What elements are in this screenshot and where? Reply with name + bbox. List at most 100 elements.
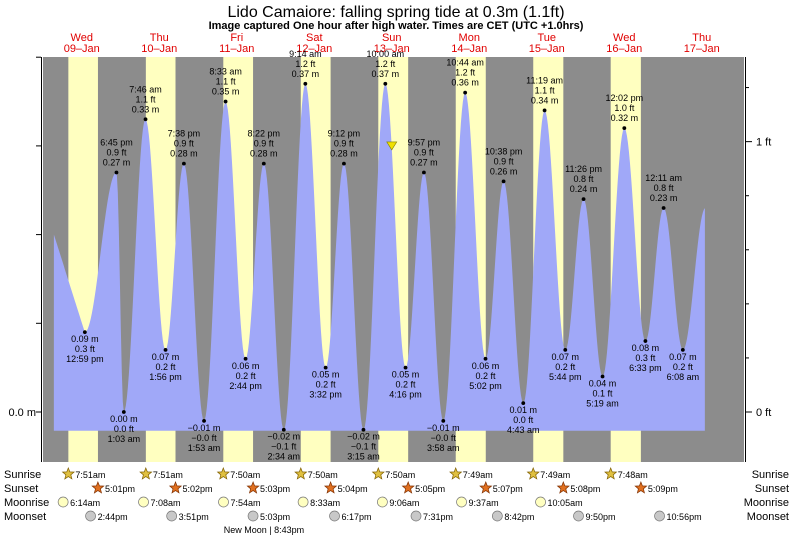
extreme-label: 4:16 pm	[389, 390, 422, 400]
extreme-point	[143, 117, 148, 122]
extreme-label: 0.33 m	[132, 104, 160, 114]
sunset-row-label-left: Sunset	[4, 483, 38, 495]
extreme-label: −0.01 m	[427, 423, 460, 433]
day-name: Sat	[306, 32, 323, 44]
extreme-label: 11:19 am	[526, 75, 563, 85]
moonset-time: 2:44pm	[98, 512, 128, 522]
extreme-label: 0.2 ft	[396, 380, 417, 390]
extreme-label: 0.2 ft	[673, 362, 694, 372]
sun-icon	[91, 481, 105, 494]
moonrise-time: 10:05am	[548, 498, 583, 508]
extreme-label: 1:56 pm	[149, 372, 182, 382]
moonrise-time: 9:37am	[469, 498, 499, 508]
day-date: 16–Jan	[606, 43, 642, 55]
extreme-point	[463, 90, 468, 95]
day-name: Fri	[230, 32, 243, 44]
extreme-point	[501, 179, 506, 184]
extreme-label: 0.1 ft	[593, 389, 614, 399]
moon-icon	[573, 510, 584, 522]
extreme-label: 1.0 ft	[614, 103, 635, 113]
extreme-label: 3:58 am	[427, 443, 460, 453]
sun-icon	[401, 481, 415, 494]
extreme-point	[342, 161, 346, 166]
moonrise-time: 9:06am	[389, 498, 419, 508]
extreme-label: 0.35 m	[212, 87, 240, 97]
day-date: 09–Jan	[64, 43, 100, 55]
extreme-label: 0.2 ft	[555, 362, 576, 372]
moonset-time: 5:03pm	[260, 512, 290, 522]
sun-icon	[294, 467, 308, 480]
day-headers: Wed09–JanThu10–JanFri11–JanSat12–JanSun1…	[64, 32, 720, 55]
sun-icon	[168, 481, 183, 494]
extreme-label: 5:44 pm	[549, 372, 582, 382]
astro-items: 7:51am 7:51am 7:50am 7:50am 7:50am 7:49am 7:49…	[57, 467, 702, 522]
moon-icon	[57, 496, 69, 508]
sunset-time: 5:09pm	[648, 484, 678, 494]
chart-subtitle: Image captured One hour after high water…	[209, 20, 584, 32]
day-date: 12–Jan	[296, 43, 332, 55]
sunset-time: 5:02pm	[183, 484, 213, 494]
extreme-label: 0.28 m	[170, 149, 198, 159]
sunset-time: 5:01pm	[105, 484, 135, 494]
extreme-point	[223, 99, 228, 104]
extreme-label: 0.28 m	[330, 149, 358, 159]
sun-icon	[139, 467, 153, 480]
sunrise-time: 7:51am	[153, 470, 183, 480]
extreme-label: 0.07 m	[669, 352, 697, 362]
sunrise-time: 7:50am	[230, 470, 260, 480]
extreme-label: 0.04 m	[589, 379, 617, 389]
extreme-label: 1.1 ft	[216, 77, 237, 87]
extreme-label: 0.36 m	[451, 78, 479, 88]
extreme-point	[622, 126, 627, 131]
extreme-label: 12:11 am	[645, 173, 682, 183]
extreme-label: 1.2 ft	[455, 68, 476, 78]
extreme-point	[521, 401, 526, 406]
sunset-row-label-right: Sunset	[755, 483, 789, 495]
extreme-point	[261, 161, 266, 166]
day-date: 10–Jan	[141, 43, 177, 55]
extreme-label: 1:53 am	[188, 443, 221, 453]
extreme-label: 0.8 ft	[574, 174, 595, 184]
extreme-point	[600, 374, 605, 379]
extreme-label: 1:03 am	[108, 434, 141, 444]
extreme-label: 8:22 pm	[248, 129, 281, 139]
extreme-label: 0.32 m	[611, 113, 639, 123]
extreme-point	[383, 81, 388, 86]
extreme-label: 0.9 ft	[414, 148, 435, 158]
moonset-time: 6:17pm	[342, 512, 372, 522]
extreme-label: 0.00 m	[110, 414, 138, 424]
extreme-label: 2:44 pm	[229, 381, 262, 391]
extreme-label: 0.9 ft	[334, 139, 355, 149]
extreme-point	[483, 356, 488, 361]
extreme-point	[581, 197, 586, 202]
current-level-marker	[386, 141, 398, 151]
extreme-label: 0.27 m	[103, 158, 131, 168]
day-name: Thu	[692, 32, 711, 44]
moonset-row-label-right: Moonset	[747, 511, 789, 523]
extreme-label: 0.08 m	[632, 343, 660, 353]
moon-icon	[410, 510, 422, 522]
moonrise-time: 6:14am	[70, 498, 100, 508]
moonset-time: 3:51pm	[179, 512, 209, 522]
sunset-time: 5:03pm	[260, 484, 290, 494]
sunset-time: 5:05pm	[415, 484, 445, 494]
y-axis-label-1ft: 1 ft	[756, 137, 771, 149]
extreme-label: −0.1 ft	[271, 442, 297, 452]
day-name: Mon	[459, 32, 480, 44]
extreme-point	[643, 339, 648, 343]
moon-icon	[247, 510, 259, 522]
extreme-label: 6:33 pm	[629, 363, 662, 373]
moon-icon	[138, 496, 149, 508]
sunset-time: 5:07pm	[493, 484, 523, 494]
extreme-label: 7:46 am	[129, 84, 162, 94]
day-date: 14–Jan	[451, 43, 487, 55]
sun-icon	[634, 481, 648, 494]
moon-icon	[654, 510, 665, 522]
extreme-label: 5:19 am	[586, 399, 619, 409]
extreme-label: 0.26 m	[490, 166, 518, 176]
sun-icon	[479, 481, 493, 494]
day-name: Sun	[382, 32, 402, 44]
extreme-point	[661, 206, 666, 210]
